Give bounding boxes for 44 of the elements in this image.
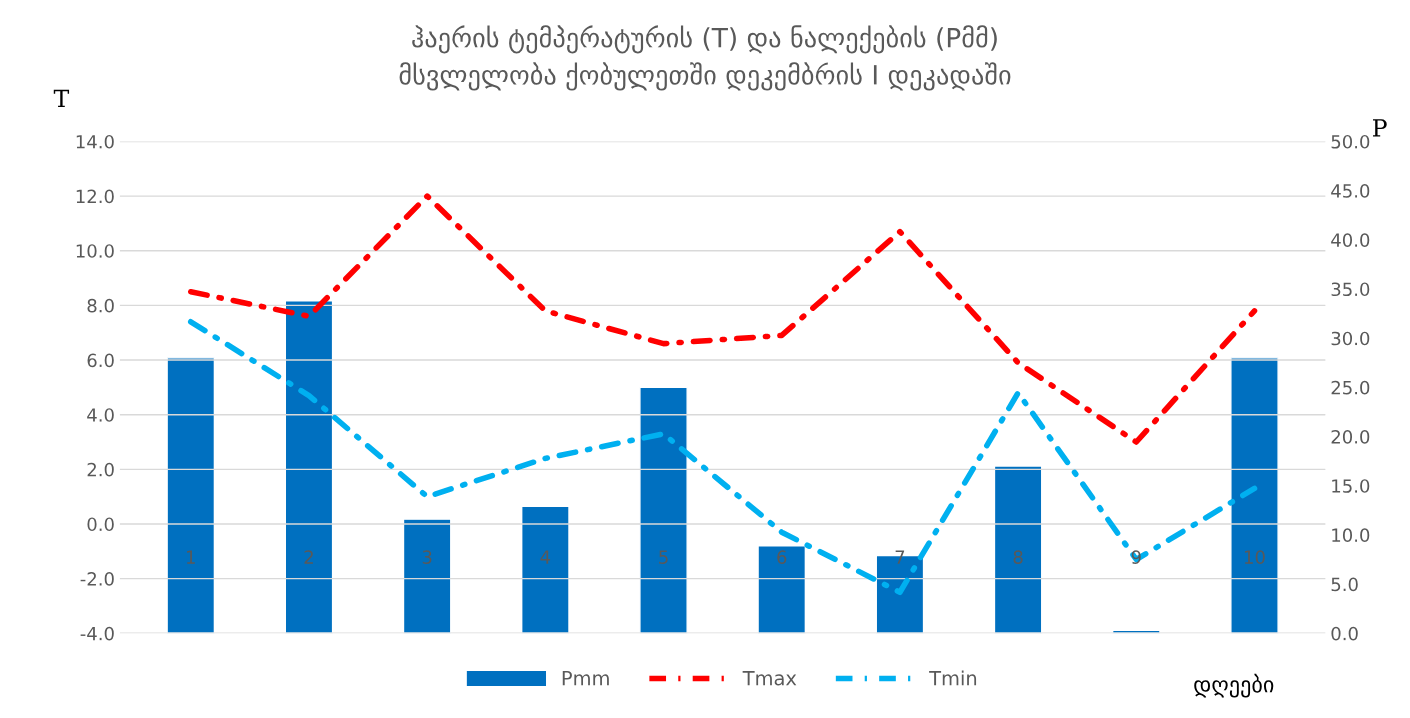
y2-tick-label: 5.0 [1331,577,1358,592]
y2-tick-label: 20.0 [1331,430,1370,444]
y-axis-title: T [53,89,70,108]
x-axis-title: დღეები [1194,673,1274,698]
legend-label: Tmin [929,670,977,686]
y2-tick-label: 50.0 [1331,134,1370,149]
y-tick-label: 8.0 [87,298,114,313]
y-tick-label: 4.0 [87,408,114,422]
x-tick-label: 5 [659,550,668,564]
y2-tick-label: 15.0 [1332,479,1370,493]
y-tick-label: 14.0 [76,134,114,149]
bar [757,545,807,634]
bar [166,357,216,634]
y-tick-label: -2.0 [80,572,114,586]
bar [402,518,452,634]
y-tick-label: 6.0 [87,353,114,368]
legend-label: Tmax [742,671,797,686]
x-tick-label: 6 [777,550,787,564]
y2-tick-label: 45.0 [1331,184,1370,198]
bar [639,386,688,634]
legend-label: Pmm [562,671,609,686]
x-tick-label: 10 [1244,550,1265,564]
x-tick-label: 2 [304,550,313,564]
x-tick-label: 1 [187,550,195,564]
y2-tick-label: 40.0 [1331,233,1370,247]
y2-axis-title: P [1373,119,1387,137]
y-tick-label: -4.0 [80,626,114,641]
x-tick-label: 4 [540,550,551,564]
bar [1230,357,1279,634]
y-tick-label: 2.0 [87,462,114,477]
y2-tick-label: 25.0 [1331,380,1370,395]
bar [993,465,1043,634]
x-tick-label: 3 [422,550,432,564]
y2-tick-label: 30.0 [1331,331,1370,346]
y2-tick-label: 10.0 [1332,528,1370,543]
bar [284,300,334,634]
y-tick-label: 0.0 [87,517,114,532]
y2-tick-label: 35.0 [1331,282,1370,297]
y2-tick-label: 0.0 [1331,626,1358,641]
y-tick-label: 10.0 [76,244,114,258]
x-tick-label: 8 [1013,550,1023,564]
y-tick-label: 12.0 [76,189,114,204]
bar [521,505,570,634]
chart-title: ჰაერის ტემპერატურის (T) და ნალექების (Pმმ) მსვლელობა ქობულეთში დეკემბრის I დეკადაში [399,25,1011,91]
